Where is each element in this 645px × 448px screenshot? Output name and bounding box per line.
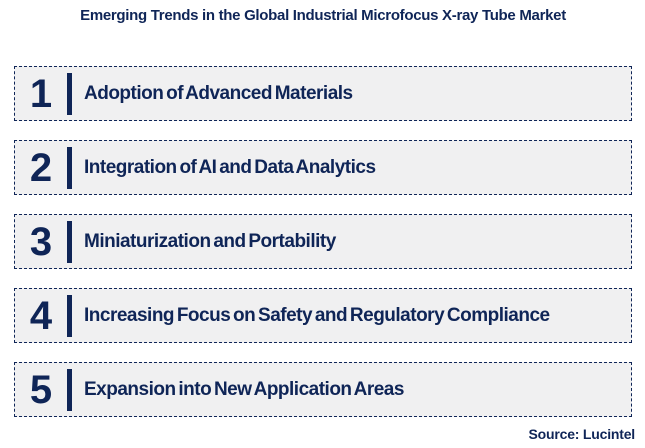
trend-row: 5 Expansion into New Application Areas <box>14 362 632 417</box>
divider-bar <box>67 220 72 263</box>
trend-row: 2 Integration of AI and Data Analytics <box>14 140 632 195</box>
trend-number: 5 <box>29 367 53 412</box>
page-title: Emerging Trends in the Global Industrial… <box>80 7 566 24</box>
trend-label: Expansion into New Application Areas <box>84 378 404 400</box>
source-credit: Source: Lucintel <box>528 426 636 442</box>
trend-label: Increasing Focus on Safety and Regulator… <box>84 304 550 326</box>
trend-row: 3 Miniaturization and Portability <box>14 214 632 269</box>
trend-number: 1 <box>29 71 53 116</box>
trend-number: 3 <box>29 219 53 264</box>
trend-row: 4 Increasing Focus on Safety and Regulat… <box>14 288 632 343</box>
trend-number: 4 <box>29 293 53 338</box>
trend-list: 1 Adoption of Advanced Materials 2 Integ… <box>14 66 632 417</box>
trend-label: Miniaturization and Portability <box>84 230 336 252</box>
divider-bar <box>67 72 72 115</box>
trend-number: 2 <box>29 145 53 190</box>
trend-label: Adoption of Advanced Materials <box>84 82 353 104</box>
divider-bar <box>67 294 72 337</box>
trend-label: Integration of AI and Data Analytics <box>84 156 376 178</box>
divider-bar <box>67 146 72 189</box>
trend-row: 1 Adoption of Advanced Materials <box>14 66 632 121</box>
divider-bar <box>67 368 72 411</box>
